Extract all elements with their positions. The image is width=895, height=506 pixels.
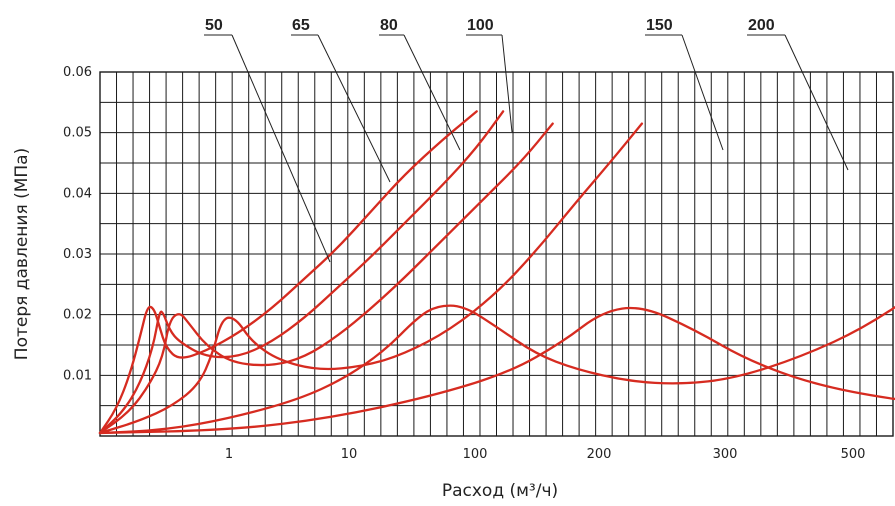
callout-label-200: 200 [748,17,775,34]
x-tick-label: 10 [341,447,358,462]
callout-leader-line [681,34,724,151]
callout-label-150: 150 [646,17,673,34]
y-tick-label: 0.06 [63,65,92,80]
callout-label-80: 80 [380,17,398,34]
y-axis-title: Потеря давления (МПа) [12,148,32,360]
y-tick-label: 0.03 [63,247,92,262]
series-line-50 [98,110,478,435]
callout-label-65: 65 [292,17,310,34]
x-axis-title: Расход (м³/ч) [442,481,558,501]
x-tick-label: 100 [463,447,488,462]
series-line-65 [98,110,505,435]
x-tick-label: 500 [841,447,866,462]
callout-leader-line [784,34,849,171]
series-line-80 [98,122,554,435]
x-tick-label: 1 [225,447,233,462]
y-tick-label: 0.05 [63,126,92,141]
series-line-100 [98,122,644,435]
series-line-200 [98,306,895,435]
callout-label-100: 100 [467,17,494,34]
callout-leader-line [501,34,513,133]
y-tick-label: 0.04 [63,186,92,201]
x-tick-label: 200 [587,447,612,462]
callout-leader-line [317,34,391,183]
callout-label-50: 50 [205,17,223,34]
callout-leader-line [231,34,331,263]
x-tick-label: 300 [713,447,738,462]
y-tick-label: 0.02 [63,308,92,323]
callout-leader-line [403,34,461,151]
series-line-150 [98,304,895,435]
y-tick-label: 0.01 [63,368,92,383]
